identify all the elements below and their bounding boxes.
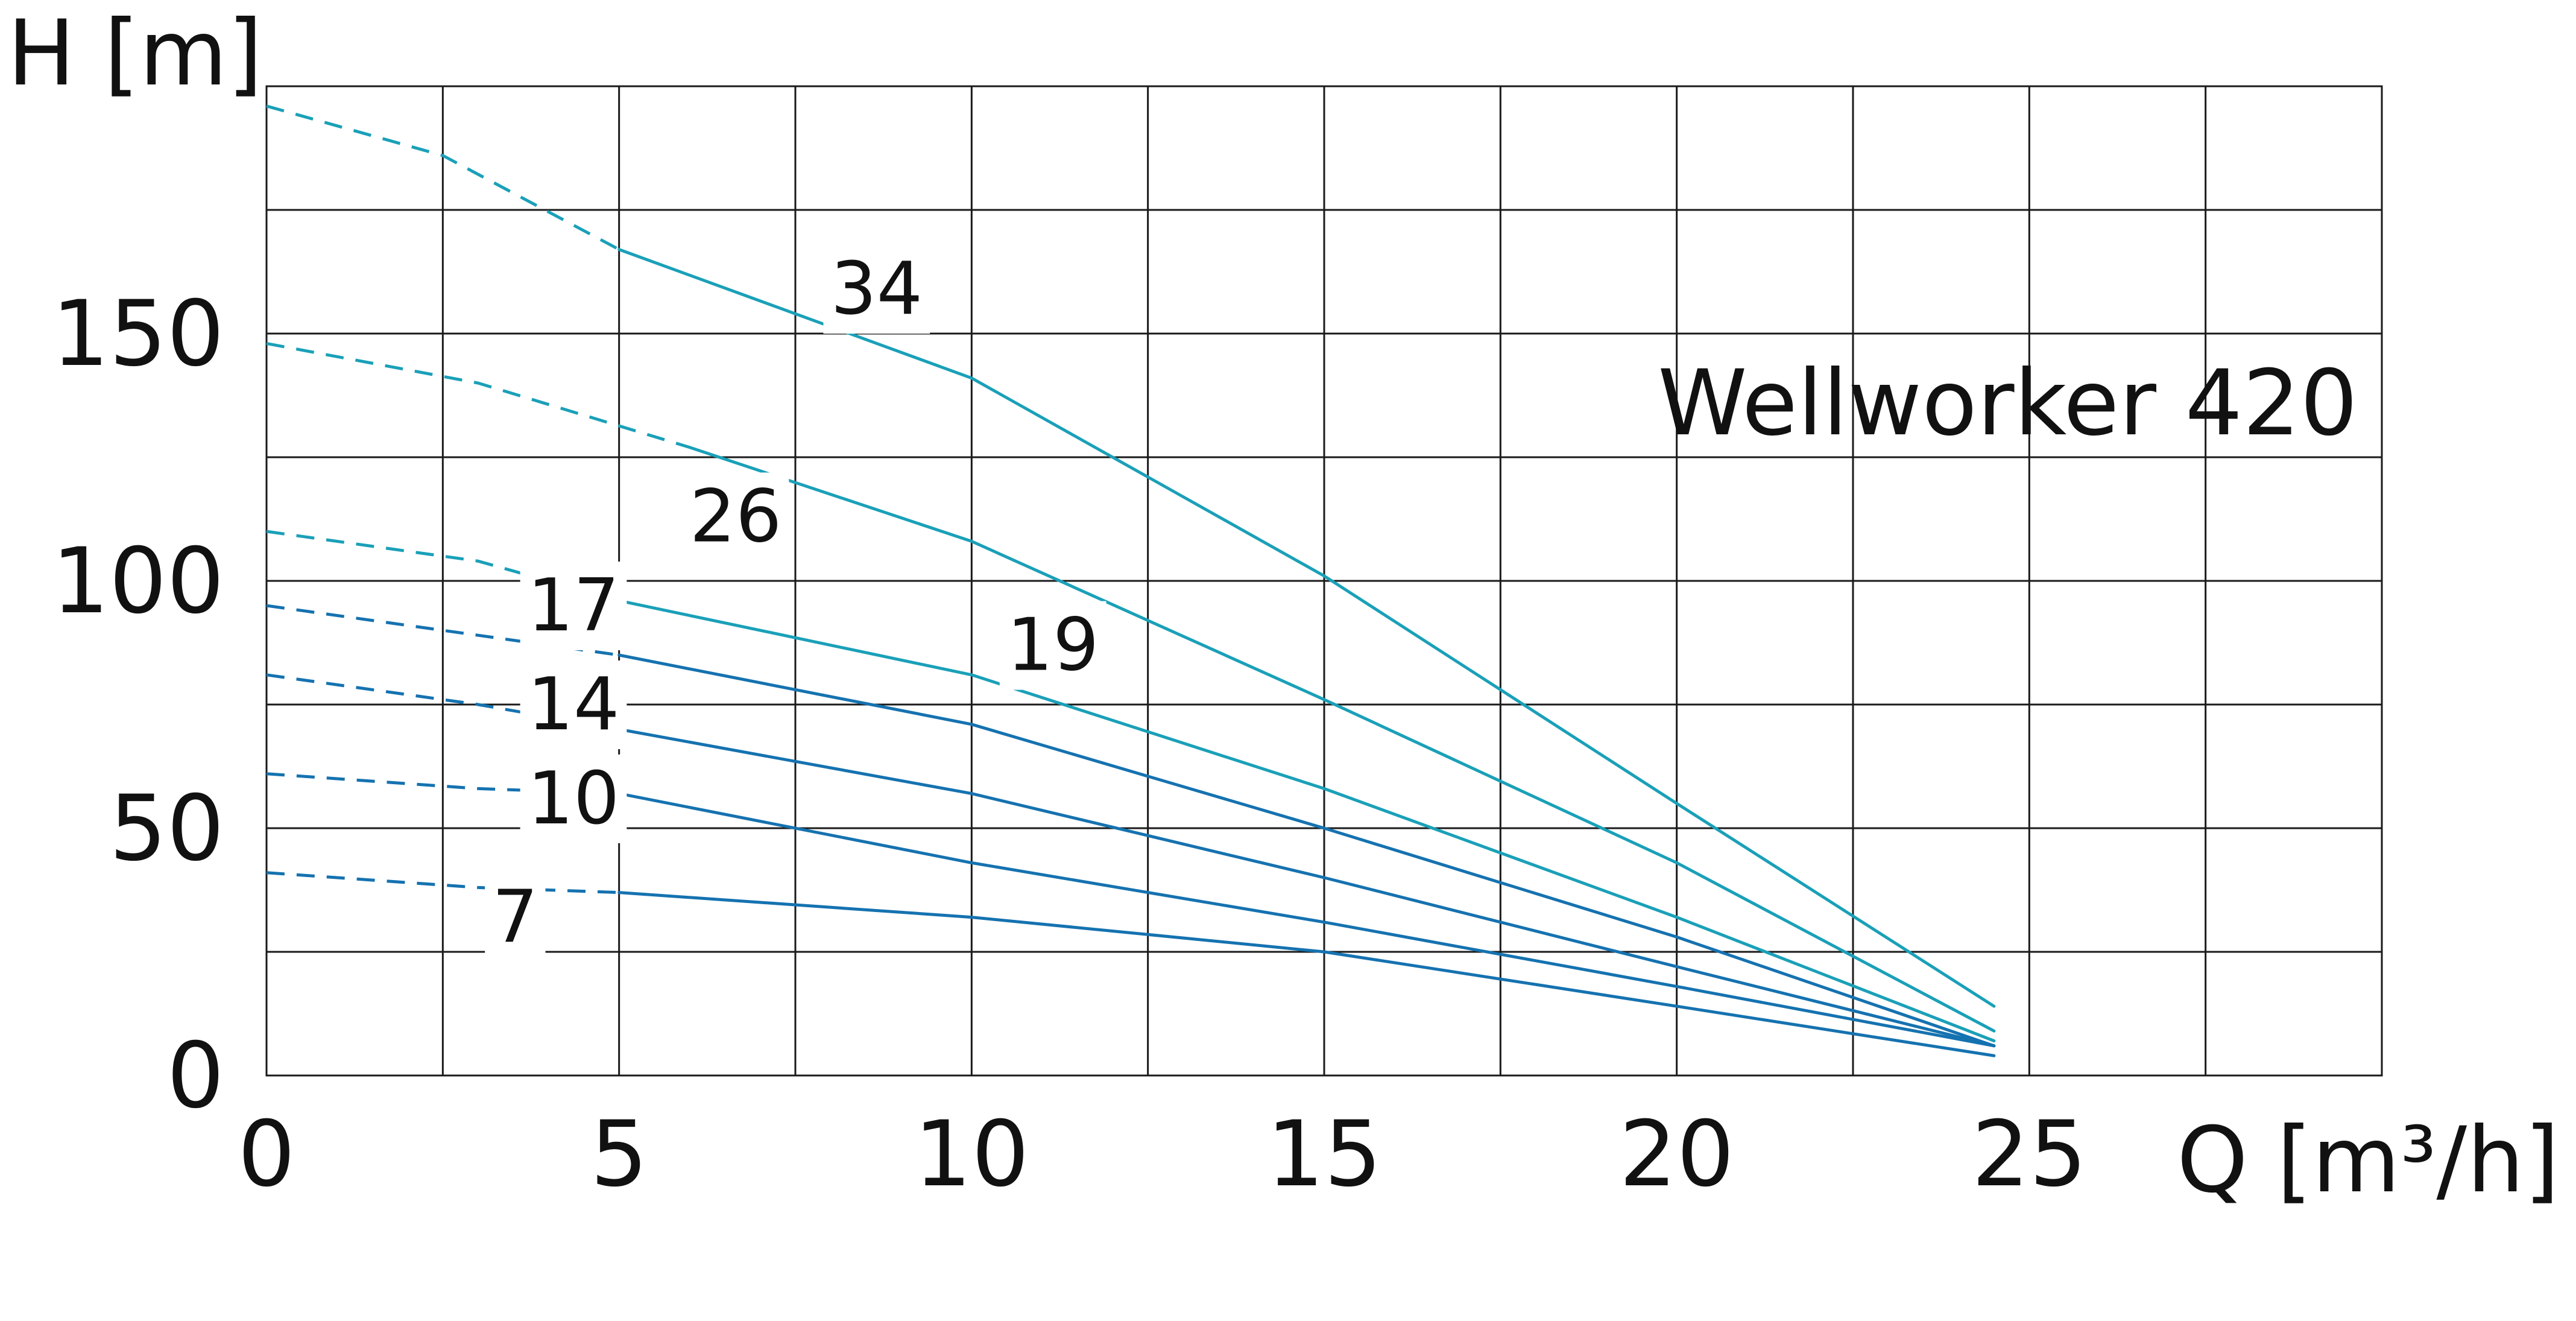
curve-label-bg (999, 601, 1106, 690)
y-tick-label: 50 (109, 776, 224, 881)
chart-title: Wellworker 420 (1658, 351, 2358, 456)
curve-7 (617, 891, 1996, 1057)
curve-label-7: 7 (492, 876, 538, 960)
curve-label-10: 10 (528, 757, 620, 841)
curve-26 (688, 446, 1996, 1033)
y-tick-label: 0 (167, 1024, 224, 1129)
y-axis-title: H [m] (7, 1, 263, 106)
curve-label-bg (520, 660, 627, 749)
tick-labels: 0 5 10 15 20 25 0 50 100 150 (52, 282, 2087, 1207)
curve-14 (617, 727, 1996, 1048)
curve-label-bg (520, 562, 627, 650)
curve-label-bg (682, 472, 789, 562)
x-tick-label: 10 (914, 1102, 1029, 1207)
y-tick-label: 100 (52, 529, 224, 634)
curve-labels: 34 26 19 17 14 10 7 (485, 245, 1106, 962)
curve-10 (617, 792, 1996, 1048)
curve-17 (617, 653, 1996, 1048)
curve-label-14: 14 (528, 663, 620, 747)
x-tick-label: 20 (1619, 1102, 1734, 1207)
plot-frame (265, 85, 2383, 1077)
curve-label-26: 26 (690, 475, 782, 559)
curve-label-bg (520, 754, 627, 843)
curve-34 (617, 248, 1996, 1008)
curve-label-bg (485, 873, 546, 962)
curve-label-bg (823, 245, 930, 334)
x-tick-label: 5 (590, 1102, 648, 1207)
curve-label-17: 17 (528, 564, 620, 648)
curve-26-dashed (266, 341, 690, 449)
curve-7-dashed (266, 871, 619, 895)
y-tick-label: 150 (52, 282, 224, 387)
curve-label-19: 19 (1007, 604, 1099, 688)
x-tick-label: 0 (238, 1102, 295, 1207)
curve-19 (617, 599, 1996, 1043)
x-tick-label: 25 (1972, 1102, 2087, 1207)
grid (265, 85, 2383, 1077)
curve-label-34: 34 (830, 247, 923, 331)
curve-34-dashed (266, 104, 620, 251)
x-tick-label: 15 (1267, 1102, 1382, 1207)
x-axis-title: Q [m³/h] (2177, 1108, 2560, 1213)
